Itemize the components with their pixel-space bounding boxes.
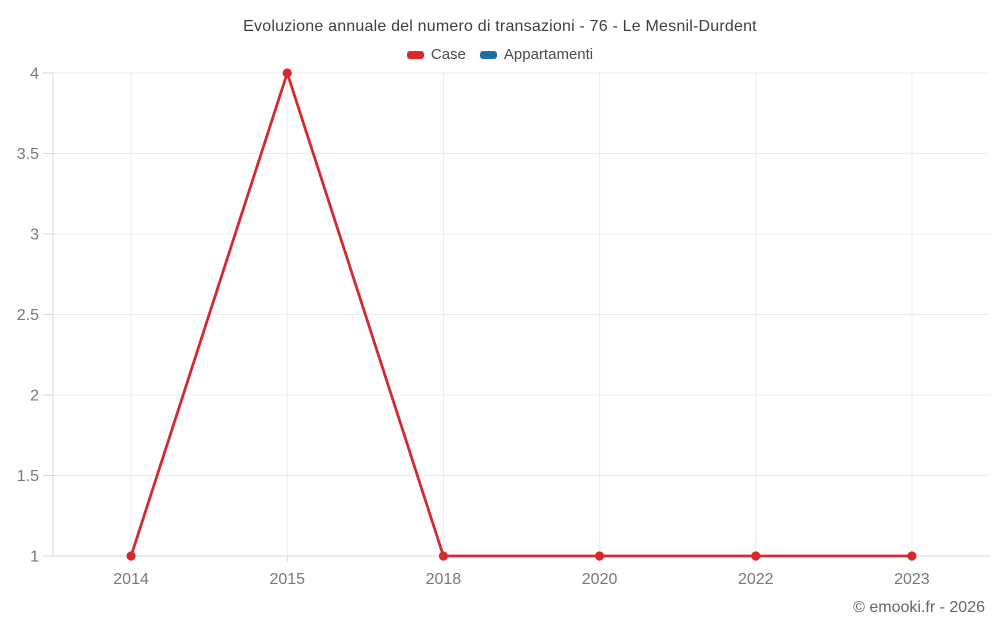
data-point-case-2023[interactable] (907, 551, 917, 561)
legend-label-appartamenti: Appartamenti (503, 46, 594, 63)
y-tick-label: 1 (30, 549, 39, 566)
x-tick-label: 2014 (113, 571, 149, 588)
x-tick-label: 2022 (738, 571, 774, 588)
x-tick-label: 2015 (269, 571, 305, 588)
y-tick-label: 3.5 (17, 146, 39, 163)
chart-title: Evoluzione annuale del numero di transaz… (243, 18, 757, 35)
y-tick-label: 4 (30, 66, 39, 83)
legend-item-case[interactable]: Case (406, 46, 466, 63)
x-tick-label: 2020 (582, 571, 618, 588)
data-point-case-2022[interactable] (751, 551, 761, 561)
data-point-case-2020[interactable] (594, 551, 605, 561)
legend-item-appartamenti[interactable]: Appartamenti (479, 46, 594, 63)
legend-swatch-appartamenti-icon (479, 50, 497, 59)
copyright-text: © emooki.fr - 2026 (853, 599, 985, 616)
data-point-case-2015[interactable] (282, 68, 292, 78)
y-tick-label: 1.5 (17, 468, 39, 485)
y-tick-label: 2.5 (17, 307, 39, 324)
data-point-case-2018[interactable] (438, 551, 449, 561)
data-point-case-2014[interactable] (126, 551, 136, 561)
x-tick-label: 2023 (894, 571, 930, 588)
series-line-case (129, 71, 914, 558)
y-tick-label: 2 (30, 388, 39, 405)
legend-swatch-case-icon (406, 50, 424, 59)
legend: Case Appartamenti (0, 46, 1000, 63)
y-tick-label: 3 (30, 227, 39, 244)
legend-label-case: Case (430, 46, 466, 63)
x-tick-label: 2018 (426, 571, 462, 588)
